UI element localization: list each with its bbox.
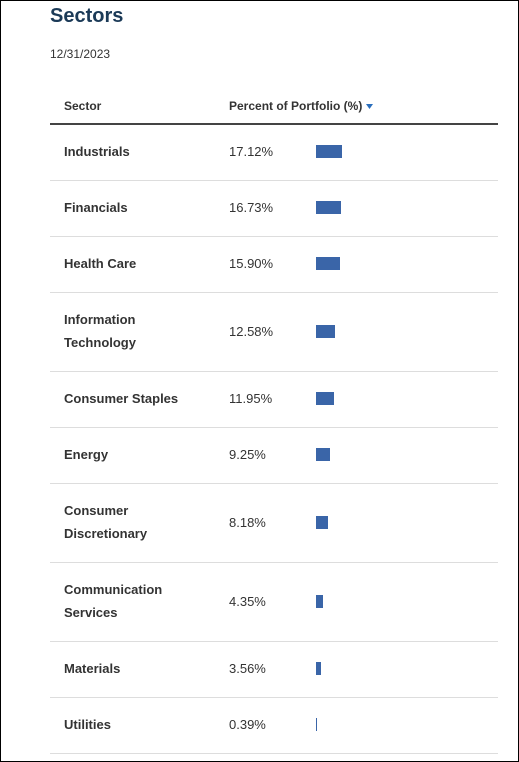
table-row: Communication Services 4.35% [50, 563, 498, 642]
sector-name: Materials [64, 661, 121, 676]
bar [316, 594, 323, 608]
bar [316, 257, 341, 270]
sector-cell: Materials [50, 657, 229, 680]
bar [316, 718, 317, 731]
percent-label: 9.25% [229, 447, 266, 462]
percent-label: 4.35% [229, 593, 266, 609]
sector-name: Industrials [64, 144, 130, 159]
sector-name: Health Care [64, 256, 137, 271]
table-row: Health Care 15.90% [50, 237, 498, 293]
table-header: Sector Percent of Portfolio (%) [50, 89, 498, 125]
table: Sector Percent of Portfolio (%) Industri… [50, 89, 498, 754]
title: Sectors [50, 5, 124, 27]
percent-label: 11.95% [229, 391, 273, 406]
column-header: Sector [64, 99, 102, 113]
sector-name: Consumer Staples [64, 391, 179, 406]
bar [316, 515, 329, 529]
sector-cell: Consumer Discretionary [50, 499, 229, 545]
percent-cell: 12.58% [229, 323, 336, 339]
sector-cell: Consumer Staples [50, 387, 229, 410]
percent-label: 16.73% [229, 200, 274, 215]
percent-cell: 15.90% [229, 256, 341, 271]
sector-cell: Energy [50, 443, 229, 466]
percent-cell: 4.35% [229, 594, 323, 609]
percent-cell: 17.12% [229, 144, 343, 159]
sector-cell: Information Technology [50, 308, 229, 354]
sector-name: Communication Services [64, 582, 163, 620]
percent-label: 12.58% [229, 323, 274, 339]
sector-name: Utilities [64, 717, 111, 732]
percent-label: 15.90% [229, 256, 274, 271]
table-row: Utilities 0.39% [50, 698, 498, 754]
sector-cell: Industrials [50, 140, 229, 163]
percent-cell: 9.25% [229, 447, 331, 462]
table-row: Consumer Staples 11.95% [50, 372, 498, 428]
percent-label: 8.18% [229, 514, 266, 530]
sector-cell: Utilities [50, 713, 229, 736]
sector-name: Financials [64, 200, 128, 215]
sort-arrow[interactable] [365, 102, 375, 110]
table-row: Energy 9.25% [50, 428, 498, 484]
table-row: Information Technology 12.58% [50, 293, 498, 372]
bar [316, 201, 342, 214]
table-row: Materials 3.56% [50, 642, 498, 698]
sector-cell: Communication Services [50, 578, 229, 624]
percent-label: 17.12% [229, 144, 274, 159]
sector-name: Consumer Discretionary [64, 503, 148, 541]
percent-label: 3.56% [229, 661, 266, 676]
percent-cell: 11.95% [229, 391, 335, 406]
percent-cell: 0.39% [229, 717, 317, 732]
table-row: Financials 16.73% [50, 181, 498, 237]
sector-name: Energy [64, 447, 109, 462]
sector-name: Information Technology [64, 312, 136, 350]
percent-label: 0.39% [229, 717, 266, 732]
percent-cell: 8.18% [229, 514, 329, 530]
bar [316, 145, 343, 158]
bar [316, 662, 322, 675]
bar [316, 392, 335, 405]
sector-cell: Health Care [50, 252, 229, 275]
column-header[interactable]: Percent of Portfolio (%) [229, 99, 375, 113]
bar [316, 448, 331, 461]
bar [316, 324, 336, 338]
column-label[interactable]: Percent of Portfolio (%) [229, 99, 363, 113]
table-row: Consumer Discretionary 8.18% [50, 484, 498, 563]
table-row: Industrials 17.12% [50, 125, 498, 181]
percent-cell: 3.56% [229, 661, 322, 676]
sector-cell: Financials [50, 196, 229, 219]
date: 12/31/2023 [50, 47, 111, 61]
percent-cell: 16.73% [229, 200, 342, 215]
